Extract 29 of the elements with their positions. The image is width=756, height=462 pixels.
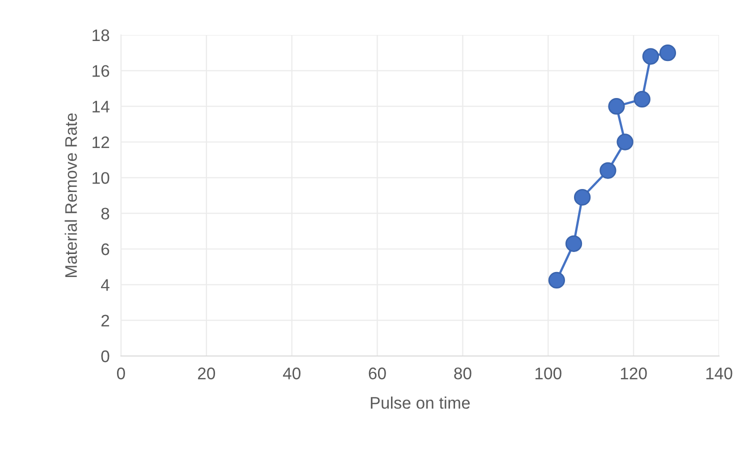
point	[548, 272, 566, 289]
x-tick-label: 60	[368, 368, 386, 380]
x-tick-label: 100	[536, 368, 562, 380]
x-tick-label: 0	[117, 368, 125, 380]
y-tick-label: 12	[92, 136, 110, 148]
y-tick-label: 8	[101, 208, 110, 220]
x-tick-label: 120	[620, 368, 647, 380]
y-tick-label: 4	[101, 279, 110, 291]
x-tick-label: 140	[706, 368, 732, 380]
point	[600, 162, 616, 179]
y-axis-title: Material Remove Rate	[64, 113, 77, 278]
point	[608, 98, 625, 115]
y-tick-label: 14	[92, 100, 110, 112]
point	[659, 44, 676, 62]
y-tick-label: 16	[92, 65, 110, 77]
point	[565, 235, 582, 252]
x-axis-title: Pulse on time	[370, 396, 470, 409]
x-tick-label: 20	[198, 368, 216, 380]
y-tick-label: 0	[101, 350, 110, 362]
x-tick-label: 80	[454, 368, 472, 380]
y-tick-label: 2	[101, 314, 110, 326]
y-tick-label: 10	[92, 172, 110, 184]
point	[574, 188, 591, 206]
x-tick-label: 40	[282, 368, 300, 380]
point	[616, 134, 634, 150]
y-tick-label: 18	[92, 29, 110, 42]
y-tick-label: 6	[101, 243, 110, 256]
point	[642, 48, 659, 65]
point	[634, 90, 650, 108]
